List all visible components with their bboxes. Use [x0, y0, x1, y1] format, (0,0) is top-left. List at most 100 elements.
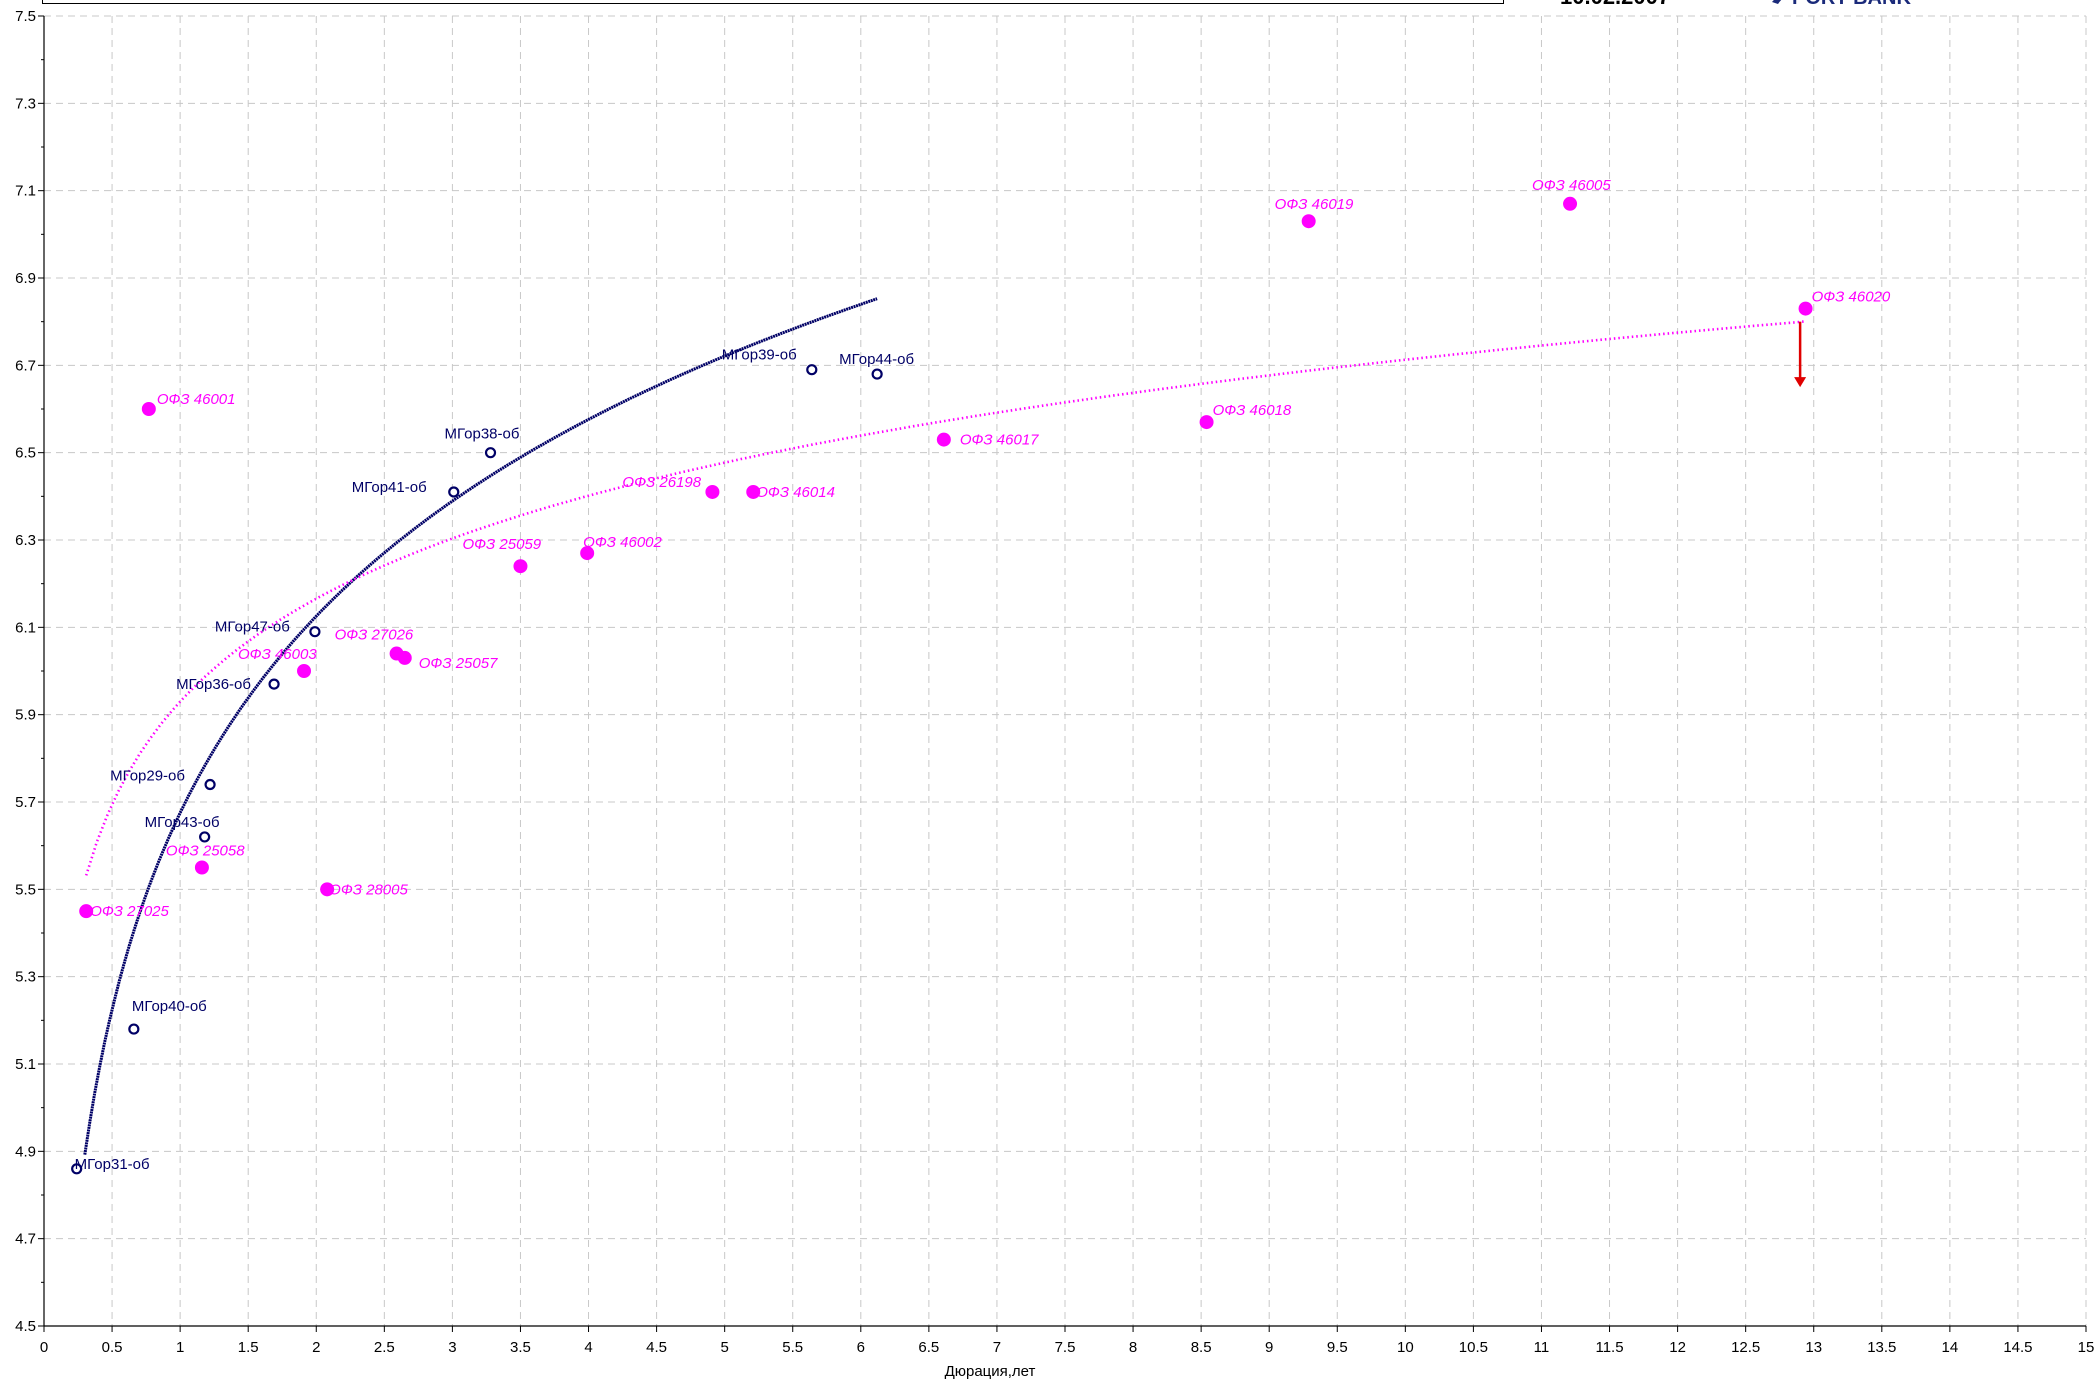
mgor-point [199, 831, 211, 843]
mgor-point [309, 626, 321, 638]
ofz-point-label: ОФЗ 25058 [166, 843, 245, 860]
ofz-point-label: ОФЗ 46017 [960, 432, 1039, 449]
y-tick-label: 7.3 [15, 95, 36, 112]
x-tick-label: 1.5 [238, 1339, 259, 1356]
x-tick-label: 4.5 [646, 1339, 667, 1356]
ofz-point [297, 664, 312, 678]
mgor-point-label: МГор31-об [75, 1156, 150, 1173]
x-tick-label: 5 [720, 1339, 728, 1356]
axes: 0 0.5 1 1.5 2 2.5 3 3.5 4 4.5 5 5.5 6 6.5 7 7.5 8 8.5 9 9.5… [15, 8, 2094, 1356]
ofz-point [320, 882, 335, 897]
mgor-point-label: МГор36-об [176, 676, 251, 693]
y-tick-label: 6.1 [15, 619, 36, 636]
mgor-point [204, 778, 216, 791]
ofz-point [141, 402, 156, 416]
ofz-point-label: ОФЗ 46001 [157, 391, 236, 408]
x-tick-label: 3 [448, 1339, 456, 1356]
mgor-point-label: МГор29-об [110, 768, 185, 785]
ofz-point [580, 546, 595, 561]
bank-name: PORT BANK [1792, 0, 1911, 8]
mgor-point-label: МГор44-об [839, 351, 914, 368]
x-tick-label: 2 [312, 1339, 320, 1356]
x-tick-label: 2.5 [374, 1339, 395, 1356]
x-axis-title: Дюрация,лет [945, 1363, 1036, 1380]
ofz-point-label: ОФЗ 26198 [622, 474, 701, 491]
data-points [71, 196, 1813, 1175]
x-tick-label: 5.5 [782, 1339, 803, 1356]
y-tick-label: 5.7 [15, 794, 36, 811]
ofz-point-label: ОФЗ 46018 [1213, 402, 1292, 419]
ofz-point-label: ОФЗ 25057 [419, 655, 498, 672]
mgor-point-label: МГор43-об [145, 814, 220, 831]
ofz-point-label: ОФЗ 46014 [756, 484, 835, 501]
grid [44, 15, 2087, 1326]
ofz-point [1199, 415, 1214, 430]
point-labels: МГор31-об МГор40-об МГор43-об МГор29-об МГор… [75, 177, 1891, 1173]
mgor-point [806, 364, 818, 376]
trend-lines [83, 297, 1806, 1155]
ofz-point [746, 484, 761, 499]
mgor-point-label: МГор41-об [352, 479, 427, 496]
ofz-point [1798, 301, 1813, 316]
ofz-point-label: ОФЗ 25059 [462, 536, 541, 553]
mgor-point [71, 1163, 83, 1175]
x-tick-label: 7 [993, 1339, 1001, 1356]
ofz-point [1301, 214, 1316, 229]
x-tick-label: 15 [2078, 1339, 2095, 1356]
y-tick-label: 5.1 [15, 1056, 36, 1073]
x-tick-label: 6 [857, 1339, 865, 1356]
y-tick-label: 7.1 [15, 183, 36, 200]
mgor-point [484, 447, 497, 459]
x-tick-label: 0.5 [102, 1339, 123, 1356]
mgor-point [128, 1023, 140, 1035]
x-tick-label: 13 [1805, 1339, 1822, 1356]
mgor-point [448, 486, 460, 498]
ofz-point [397, 650, 412, 665]
x-tick-label: 10.5 [1459, 1339, 1488, 1356]
x-tick-label: 4 [584, 1339, 592, 1356]
ofz-point [936, 432, 951, 447]
ofz-point-label: ОФЗ 46002 [583, 534, 662, 551]
y-tick-label: 4.5 [15, 1318, 36, 1335]
x-tick-label: 11 [1534, 1339, 1550, 1356]
x-tick-label: 6.5 [918, 1339, 939, 1356]
y-tick-label: 6.9 [15, 270, 36, 287]
mgor-point-label: МГор39-об [722, 347, 797, 364]
mgor-point-label: МГор47-об [215, 619, 290, 636]
x-tick-label: 14.5 [2003, 1339, 2032, 1356]
ofz-trend-line [84, 320, 1806, 876]
report-date: 10.02.2007 [1560, 0, 1670, 8]
x-tick-label: 13.5 [1867, 1339, 1896, 1356]
y-tick-label: 4.7 [15, 1231, 36, 1248]
mgor-point-label: МГор40-об [132, 998, 207, 1015]
x-tick-label: 12.5 [1731, 1339, 1760, 1356]
y-tick-label: 7.5 [15, 8, 36, 25]
y-tick-label: 4.9 [15, 1143, 36, 1160]
mgor-point-label: МГор38-об [445, 426, 520, 443]
x-tick-label: 9.5 [1327, 1339, 1348, 1356]
x-tick-label: 3.5 [510, 1339, 531, 1356]
x-tick-label: 0 [40, 1339, 48, 1356]
x-tick-label: 10 [1397, 1339, 1414, 1356]
ofz-point-label: ОФЗ 27026 [335, 627, 414, 644]
x-tick-label: 8 [1129, 1339, 1137, 1356]
ofz-point-label: ОФЗ 46003 [238, 646, 317, 663]
ofz-point-label: ОФЗ 28005 [329, 881, 408, 898]
red-arrow-head [1794, 377, 1807, 388]
y-tick-label: 5.3 [15, 969, 36, 986]
ofz-point [79, 904, 94, 919]
y-tick-label: 6.3 [15, 532, 36, 549]
x-tick-label: 8.5 [1191, 1339, 1212, 1356]
ofz-point [194, 860, 209, 875]
y-tick-label: 5.9 [15, 707, 36, 724]
x-tick-label: 9 [1265, 1339, 1273, 1356]
ofz-point [705, 484, 720, 499]
x-tick-label: 14 [1942, 1339, 1959, 1356]
y-tick-label: 6.7 [15, 357, 36, 374]
x-tick-label: 12 [1669, 1339, 1686, 1356]
ofz-point-label: ОФЗ 27025 [90, 903, 169, 920]
ofz-point [1563, 196, 1578, 211]
x-tick-label: 1 [176, 1339, 184, 1356]
bank-logo-icon [1772, 0, 1782, 4]
